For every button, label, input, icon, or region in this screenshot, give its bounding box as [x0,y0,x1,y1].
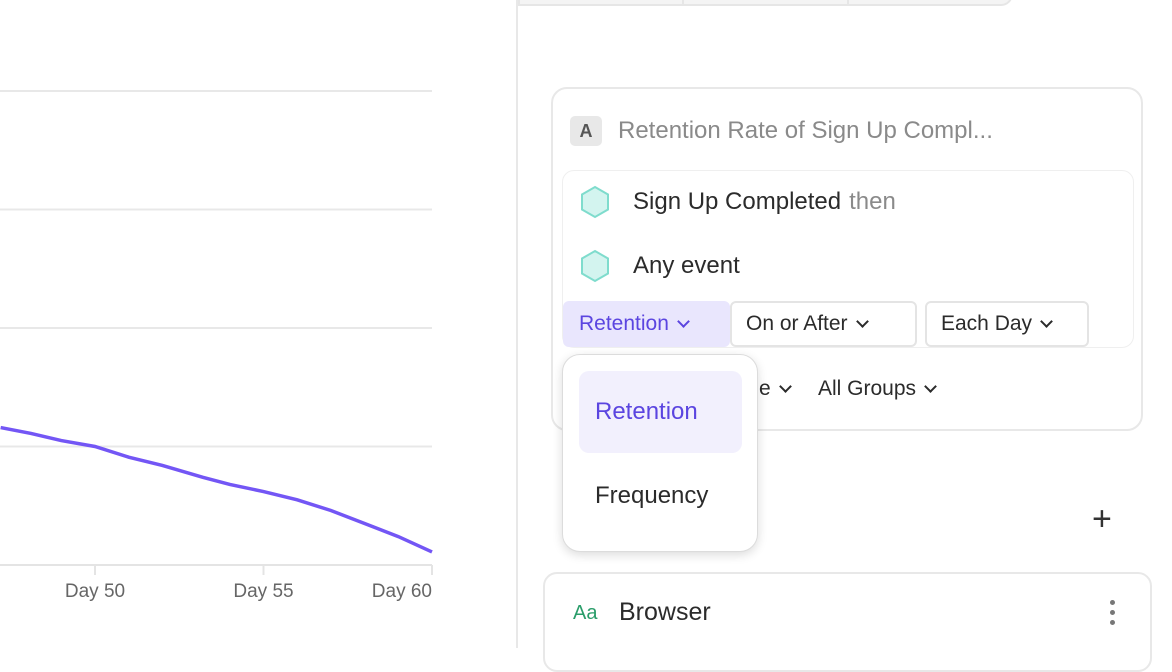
dropdown-label: Retention [579,312,669,335]
chevron-down-icon [1040,315,1053,328]
metric-title[interactable]: Retention Rate of Sign Up Compl... [618,117,993,144]
x-tick-label: Day 50 [65,581,125,602]
x-tick-label: Day 55 [233,581,293,602]
dropdown-label: All Groups [818,377,917,400]
hexagon-icon [581,185,609,219]
event-name: Any event [633,252,740,279]
event-then: then [849,188,896,215]
panel-divider [516,0,518,648]
event-row[interactable]: Any event [579,249,740,283]
event-name: Sign Up Completed [633,188,842,215]
chevron-down-icon [924,380,937,393]
dropdown-label: e [759,377,771,400]
chevron-down-icon [677,315,690,328]
measure-dropdown[interactable]: e [759,377,792,401]
event-row[interactable]: Sign Up Completed then [579,185,896,219]
tab[interactable] [520,0,685,4]
hexagon-icon [581,249,609,283]
metric-badge: A [570,116,602,146]
tab[interactable] [849,0,1011,4]
chevron-down-icon [855,315,869,328]
dropdown-label: On or After [746,312,848,335]
menu-item-frequency[interactable]: Frequency [595,482,709,509]
interval-dropdown[interactable]: Each Day [925,301,1089,347]
tab[interactable] [684,0,849,4]
retention-line [0,425,433,554]
on-or-after-dropdown[interactable]: On or After [730,301,917,347]
breakdown-label: Browser [619,598,711,626]
groups-dropdown[interactable]: All Groups [818,377,937,401]
event-box: Sign Up Completed then Any event [562,170,1134,348]
menu-item-retention[interactable]: Retention [579,371,742,453]
text-property-icon: Aa [573,602,598,624]
breakdown-card[interactable]: Aa Browser [543,572,1152,672]
chevron-down-icon [778,380,792,393]
more-options-icon[interactable] [1110,600,1115,625]
retention-type-menu: Retention Frequency [562,354,758,552]
retention-chart: Day 50 Day 55 Day 60 [0,90,433,602]
dropdown-label: Each Day [941,312,1033,335]
top-tabs [518,0,1013,6]
x-tick-label: Day 60 [372,581,432,602]
retention-type-dropdown[interactable]: Retention [563,301,730,347]
add-breakdown-button[interactable]: + [1092,500,1112,538]
